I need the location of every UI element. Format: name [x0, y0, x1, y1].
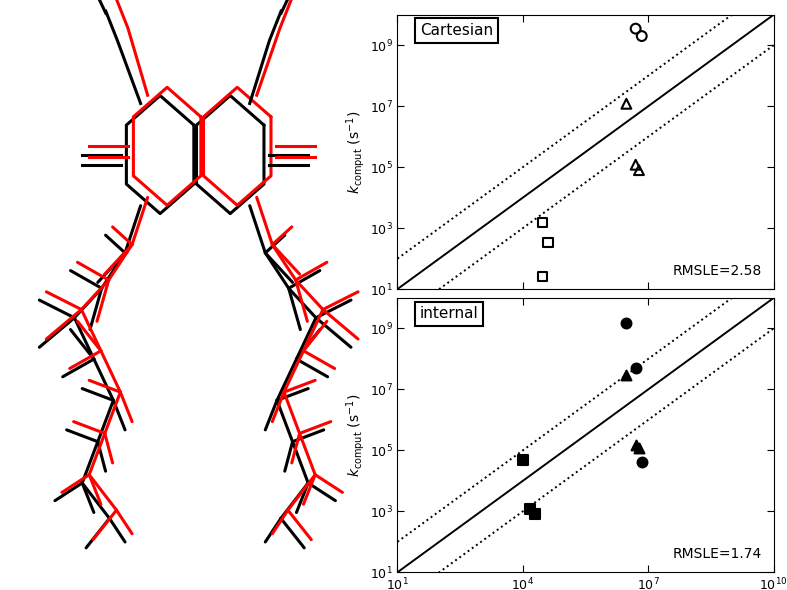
- Point: [620, 99, 633, 109]
- Text: RMSLE=2.58: RMSLE=2.58: [673, 264, 763, 278]
- Text: Cartesian: Cartesian: [420, 23, 493, 38]
- Point: [537, 272, 549, 281]
- Point: [630, 363, 642, 373]
- Point: [630, 24, 642, 34]
- Point: [524, 504, 537, 514]
- Point: [537, 218, 549, 228]
- Point: [630, 440, 642, 450]
- Text: RMSLE=1.74: RMSLE=1.74: [673, 548, 763, 561]
- Y-axis label: $k_{\mathrm{comput}}$ (s$^{-1}$): $k_{\mathrm{comput}}$ (s$^{-1}$): [344, 394, 367, 477]
- Point: [541, 237, 554, 247]
- Point: [516, 455, 529, 464]
- Point: [620, 319, 633, 328]
- Point: [635, 458, 648, 467]
- Point: [633, 443, 645, 453]
- Point: [630, 160, 642, 169]
- Y-axis label: $k_{\mathrm{comput}}$ (s$^{-1}$): $k_{\mathrm{comput}}$ (s$^{-1}$): [344, 110, 367, 194]
- Point: [620, 370, 633, 379]
- Point: [633, 165, 645, 175]
- Text: internal: internal: [420, 306, 478, 321]
- Point: [529, 510, 541, 519]
- Point: [635, 31, 648, 41]
